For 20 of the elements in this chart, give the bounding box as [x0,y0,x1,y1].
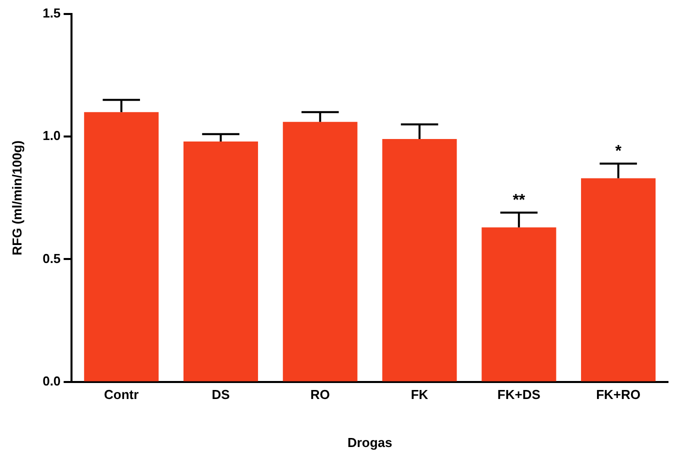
x-tick-label: FK [410,387,429,402]
x-tick-label: RO [310,387,330,402]
x-tick-label: FK+RO [596,387,641,402]
y-axis-title: RFG (ml/min/100g) [9,140,24,256]
annotation: ** [512,192,526,210]
y-tick-label: 1.5 [42,6,61,21]
bar [581,178,656,382]
bar [183,142,258,382]
bar [382,139,457,382]
y-tick-label: 0.5 [42,250,61,266]
x-tick-label: Contr [104,387,139,402]
annotation: * [615,142,622,160]
x-tick-label: FK+DS [497,387,541,402]
x-tick-label: DS [212,387,230,402]
bar [84,112,159,382]
bar [282,122,358,382]
y-tick-label: 0.0 [42,373,61,388]
bar [482,227,556,382]
y-tick-label: 1.0 [42,128,61,144]
x-axis-title: Drogas [347,434,392,450]
